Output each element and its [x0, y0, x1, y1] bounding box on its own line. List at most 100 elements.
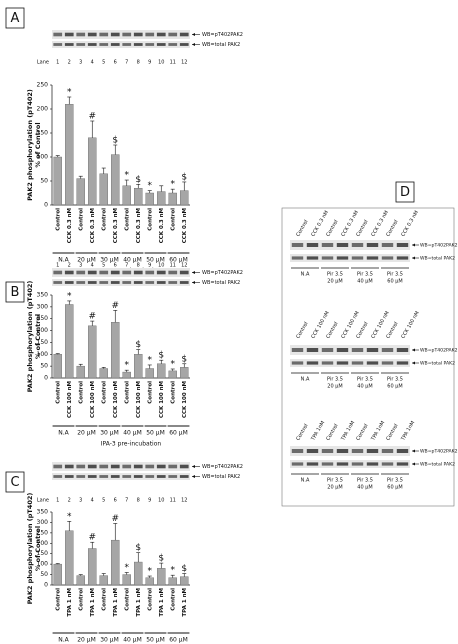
arrow-head	[192, 43, 195, 46]
group-label: 40 µM	[357, 485, 372, 491]
lane-number: 9	[148, 498, 151, 504]
blot-band	[321, 449, 334, 453]
lane-header: Control	[325, 321, 339, 340]
lane-number: 4	[91, 60, 94, 66]
panel-letter-box	[5, 281, 25, 303]
blot	[290, 240, 410, 250]
lane-number: 12	[181, 60, 187, 66]
blot-band	[168, 43, 178, 46]
x-tick-label: Control	[170, 588, 176, 611]
blot-band	[53, 464, 63, 469]
significance-mark: #	[88, 112, 96, 122]
group-label: 50 µM	[146, 637, 165, 644]
x-tick-label: Control	[170, 381, 176, 404]
y-tick-label: 200	[37, 106, 49, 113]
bar	[157, 363, 166, 379]
blot-band	[396, 243, 409, 247]
blot-band	[110, 281, 120, 284]
group-label: Pir 3.5	[387, 272, 403, 278]
blot-band	[99, 281, 109, 284]
lane-number: 5	[102, 263, 105, 269]
blot-band	[99, 32, 109, 37]
lane-number: 7	[125, 60, 128, 66]
lane-number: 5	[102, 60, 105, 66]
x-tick-label: Control	[78, 381, 84, 404]
lane-label: Lane	[37, 498, 49, 504]
x-tick-label: CCK 0.3 nM	[67, 208, 73, 243]
x-tick-label: Control	[124, 588, 130, 611]
bar	[134, 354, 143, 379]
x-tick-label: Control	[55, 381, 61, 404]
lane-number: 7	[125, 263, 128, 269]
x-tick-label: Control	[101, 208, 107, 231]
blot-band	[110, 475, 120, 478]
group-label: 20 µM	[327, 279, 342, 285]
blot-band	[110, 464, 120, 469]
blot-band	[306, 243, 319, 247]
group-label: 20 µM	[77, 637, 96, 644]
bar	[99, 173, 108, 206]
lane-number: 8	[137, 263, 140, 269]
blot-band	[179, 475, 189, 478]
y-tick-label: 300	[37, 519, 49, 526]
group-label: 50 µM	[146, 430, 165, 437]
group-label: N.A	[301, 272, 310, 278]
y-tick-label: 250	[37, 82, 49, 89]
lane-header: Control	[355, 321, 369, 340]
lane-header: Control	[355, 219, 369, 238]
blot-band	[366, 256, 379, 260]
blot-band	[291, 361, 304, 365]
blot-band	[381, 449, 394, 453]
lane-number: 6	[114, 263, 117, 269]
panel-letter: B	[11, 285, 20, 300]
significance-mark: *	[148, 181, 153, 191]
lane-number: 3	[79, 60, 82, 66]
group-label: 30 µM	[100, 257, 119, 264]
blot-band	[99, 464, 109, 469]
blot-band	[145, 270, 155, 275]
blot-band	[133, 281, 143, 284]
blot-band	[168, 270, 178, 275]
lane-number: 2	[68, 498, 71, 504]
bar	[65, 103, 74, 206]
group-label: Pir 3.5	[327, 377, 343, 383]
blot-band	[381, 361, 394, 365]
group-label: Pir 3.5	[327, 478, 343, 484]
blot-band	[64, 43, 74, 46]
bar	[122, 185, 131, 206]
blot-band	[366, 449, 379, 453]
x-tick-label: CCK 0.3 nM	[136, 208, 142, 243]
x-tick-label: Control	[124, 208, 130, 231]
blot-band	[156, 281, 166, 284]
blot-band	[156, 43, 166, 46]
x-tick-label: CCK 0.3 nM	[182, 208, 188, 243]
blot-band	[87, 281, 97, 284]
y-axis-label: % of Control	[34, 526, 42, 571]
bar	[99, 368, 108, 379]
y-tick-label: 200	[37, 540, 49, 547]
y-tick-label: 200	[37, 327, 49, 334]
group-label: 40 µM	[357, 384, 372, 390]
blot	[52, 279, 190, 286]
blot	[52, 268, 190, 277]
blot-band	[87, 464, 97, 469]
blot-band	[133, 475, 143, 478]
blot-band	[87, 43, 97, 46]
blot-band	[336, 449, 349, 453]
significance-mark: $	[181, 354, 187, 364]
blot-band	[64, 32, 74, 37]
arrow-head	[412, 361, 415, 365]
lane-number: 1	[56, 498, 59, 504]
y-axis-label: % of Control	[34, 122, 42, 167]
bar	[134, 561, 143, 586]
blot-band	[64, 464, 74, 469]
blot-band	[351, 243, 364, 247]
blot-band	[53, 270, 63, 275]
blot-band	[122, 32, 132, 37]
significance-mark: $	[181, 564, 187, 574]
blot-band	[133, 32, 143, 37]
y-tick-label: 0	[44, 202, 48, 209]
significance-mark: *	[125, 563, 130, 573]
bar	[88, 137, 97, 206]
x-tick-label: CCK 0.3 nM	[113, 208, 119, 243]
